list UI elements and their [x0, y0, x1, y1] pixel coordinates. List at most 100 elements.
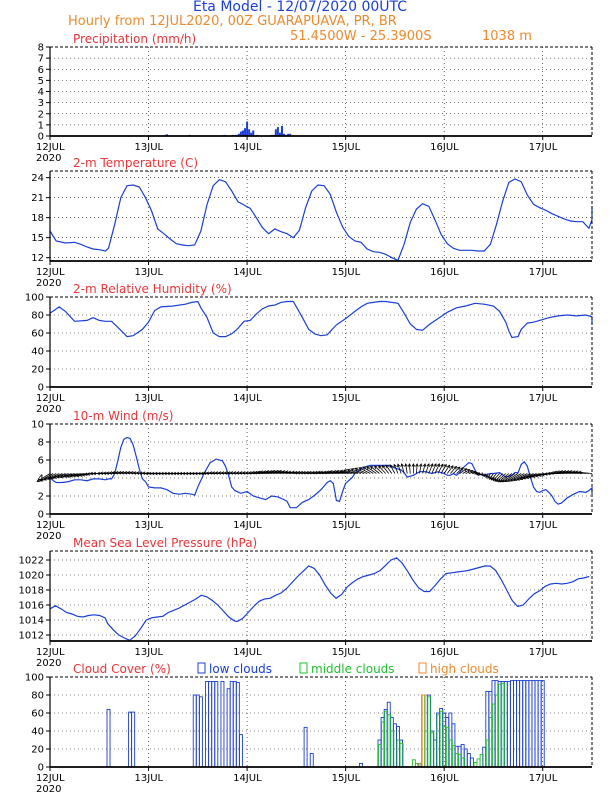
- x-tick-label: 12JUL: [36, 647, 65, 658]
- wind-arrowhead: [291, 470, 295, 475]
- x-tick-label: 13JUL: [135, 773, 164, 784]
- wind-arrowhead: [202, 471, 207, 476]
- wind-arrowhead: [574, 470, 579, 474]
- panel-2: 2-m Relative Humidity (%) 0 20 40 60 80 100 12J…: [25, 282, 593, 415]
- precip-bar: [252, 130, 255, 136]
- wind-vector: [578, 471, 593, 474]
- wind-arrowhead: [144, 471, 149, 476]
- x-tick-label: 16JUL: [430, 647, 459, 658]
- legend-high-label: high clouds: [430, 662, 499, 676]
- wind-arrowhead: [83, 472, 88, 477]
- wind-vector: [370, 466, 380, 474]
- wind-arrowhead: [89, 471, 94, 476]
- x-tick-label: 12JUL: [36, 773, 65, 784]
- wind-arrowhead: [450, 465, 454, 469]
- wind-arrowhead: [513, 477, 517, 481]
- wind-arrowhead: [310, 470, 315, 475]
- wind-vector: [494, 473, 503, 482]
- y-tick-label: 1016: [19, 601, 44, 612]
- low-cloud-bar: [198, 696, 203, 768]
- low-cloud-bar: [303, 726, 308, 768]
- figure-subtitle: Hourly from 12JUL2020, 00Z GUARAPUAVA, P…: [68, 14, 397, 29]
- y-tick-label: 80: [31, 311, 44, 322]
- wind-vector: [513, 473, 528, 481]
- wind-arrowhead: [396, 463, 401, 468]
- wind-arrowhead: [138, 471, 143, 476]
- wind-arrowhead: [217, 471, 222, 475]
- y-tick-label: 5: [38, 76, 44, 87]
- y-tick-label: 2: [38, 109, 44, 120]
- wind-arrowhead: [111, 470, 116, 475]
- wind-arrowhead: [577, 470, 582, 475]
- wind-vector: [347, 469, 362, 474]
- y-tick-label: 80: [31, 691, 44, 702]
- wind-arrowhead: [385, 464, 389, 469]
- wind-arrowhead: [543, 472, 548, 476]
- wind-arrowhead: [525, 475, 530, 479]
- wind-arrowhead: [214, 471, 219, 475]
- low-cloud-bar: [232, 681, 237, 768]
- wind-vector: [401, 463, 405, 474]
- low-cloud-bar: [525, 680, 530, 768]
- wind-arrowhead: [274, 469, 279, 474]
- wind-arrowhead: [96, 471, 101, 476]
- low-cloud-bar: [531, 680, 536, 768]
- wind-arrowhead: [114, 470, 119, 475]
- x-tick-label: 14JUL: [233, 393, 262, 404]
- wind-arrowhead: [316, 470, 321, 475]
- y-tick-label: 60: [31, 329, 44, 340]
- wind-arrowhead: [446, 464, 451, 469]
- y-tick-label: 10: [31, 420, 44, 431]
- wind-arrowhead: [247, 471, 252, 475]
- wind-vector: [397, 464, 402, 474]
- precip-bar: [274, 129, 277, 136]
- x-tick-label: 17JUL: [529, 647, 558, 658]
- wind-vector: [53, 473, 66, 479]
- wind-arrowhead: [332, 470, 336, 474]
- wind-vector: [471, 472, 478, 474]
- wind-arrowhead: [194, 471, 198, 476]
- wind-arrowhead: [510, 478, 514, 482]
- y-tick-label: 8: [38, 438, 44, 449]
- wind-arrowhead: [190, 471, 195, 476]
- wind-arrowhead: [197, 471, 201, 476]
- wind-arrowhead: [235, 471, 240, 475]
- y-tick-label: 12: [31, 253, 44, 264]
- wind-arrowhead: [86, 472, 90, 476]
- wind-arrowhead: [293, 470, 298, 475]
- low-cloud-bar: [131, 711, 136, 768]
- wind-vector: [40, 473, 54, 482]
- y-tick-label: 100: [25, 673, 44, 684]
- wind-arrowhead: [278, 469, 282, 474]
- x-tick-label: 14JUL: [233, 520, 262, 531]
- wind-arrowhead: [99, 471, 104, 476]
- precip-bar: [248, 129, 251, 136]
- x-tick-label: 16JUL: [430, 267, 459, 278]
- wind-vector: [50, 473, 63, 479]
- wind-vector: [489, 473, 494, 480]
- wind-arrowhead: [443, 463, 447, 468]
- wind-arrowhead: [571, 470, 576, 474]
- wind-vector: [66, 473, 78, 478]
- wind-arrowhead: [184, 471, 189, 476]
- x-tick-label: 17JUL: [529, 267, 558, 278]
- x-tick-label: 17JUL: [529, 393, 558, 404]
- wind-arrowhead: [418, 463, 423, 467]
- x-tick-label: 13JUL: [135, 267, 164, 278]
- wind-arrowhead: [187, 471, 192, 476]
- y-tick-label: 1014: [19, 616, 44, 627]
- y-tick-label: 3: [38, 98, 44, 109]
- wind-arrowhead: [108, 471, 113, 475]
- wind-arrowhead: [302, 470, 306, 475]
- wind-vector: [446, 465, 454, 474]
- wind-vector: [362, 466, 374, 474]
- wind-vector: [510, 473, 525, 482]
- wind-arrowhead: [366, 466, 370, 470]
- precip-bar: [237, 133, 240, 136]
- low-cloud-bar: [208, 681, 213, 768]
- wind-arrowhead: [307, 470, 312, 475]
- panel-1: 2-m Temperature (C) 12 15 18 21 24 12JUL 13JUL 1…: [31, 156, 593, 289]
- middle-cloud-bar: [476, 758, 481, 768]
- wind-vector: [453, 466, 461, 474]
